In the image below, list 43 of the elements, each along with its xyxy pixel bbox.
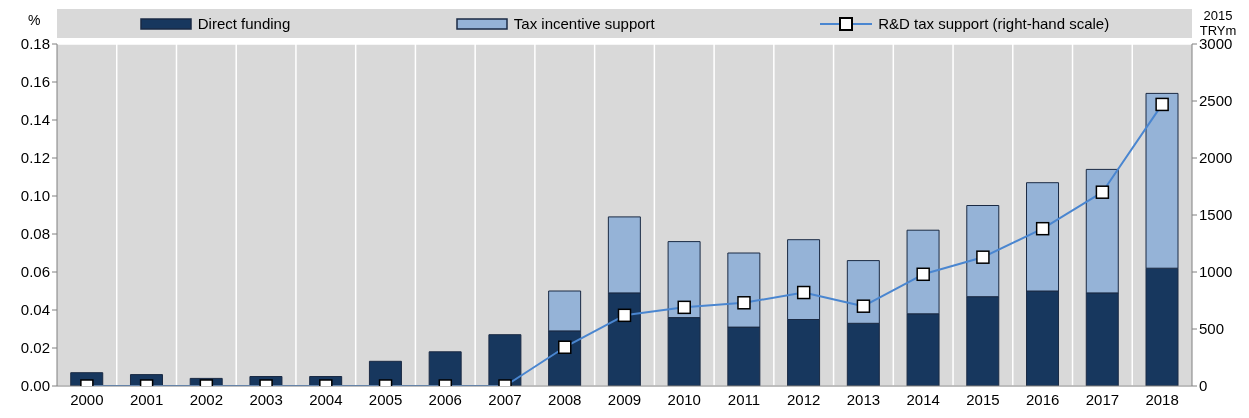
bar xyxy=(428,351,462,386)
y-tick-label: 0.10 xyxy=(20,187,50,205)
y2-tick-label: 1000 xyxy=(1199,263,1233,281)
x-tick-label: 2008 xyxy=(548,390,582,408)
y2-tick-label: 0 xyxy=(1199,377,1208,395)
x-tick-label: 2009 xyxy=(607,390,642,408)
y-tick-label: 0.16 xyxy=(20,73,50,91)
y2-tick-label: 3000 xyxy=(1199,35,1233,53)
x-tick-label: 2004 xyxy=(309,390,343,408)
y2-tick-label: 2000 xyxy=(1199,149,1233,167)
y2-tick-label: 1500 xyxy=(1199,206,1233,224)
y-tick-label: 0.02 xyxy=(20,339,50,357)
y-tick-label: 0.12 xyxy=(20,149,50,167)
x-tick-label: 2005 xyxy=(368,390,403,408)
x-tick-label: 2002 xyxy=(189,390,224,408)
x-tick-label: 2007 xyxy=(488,390,522,408)
y-tick-label: 0.06 xyxy=(20,263,50,281)
y-tick-label: 0.14 xyxy=(20,111,50,129)
y2-tick-label: 2500 xyxy=(1199,92,1233,110)
y-tick-label: 0.18 xyxy=(20,35,50,53)
y2-axis-title: 2015 TRYm xyxy=(1198,8,1238,38)
x-tick-label: 2017 xyxy=(1085,390,1120,408)
x-tick-label: 2011 xyxy=(727,390,761,408)
x-tick-label: 2003 xyxy=(249,390,283,408)
x-tick-label: 2012 xyxy=(787,390,821,408)
y-tick-label: 0.00 xyxy=(20,377,50,395)
x-tick-label: 2001 xyxy=(129,390,164,408)
y-tick-label: 0.04 xyxy=(20,301,50,319)
y-axis-title: % xyxy=(28,12,41,28)
legend-label: Direct funding xyxy=(197,15,291,32)
x-tick-label: 2018 xyxy=(1145,390,1179,408)
x-tick-label: 2000 xyxy=(70,390,104,408)
x-tick-label: 2010 xyxy=(667,390,701,408)
x-tick-label: 2015 xyxy=(966,390,1000,408)
x-tick-label: 2006 xyxy=(428,390,462,408)
bar xyxy=(488,334,522,386)
y-tick-label: 0.08 xyxy=(20,225,50,243)
y2-tick-label: 500 xyxy=(1199,320,1225,338)
x-tick-label: 2013 xyxy=(846,390,881,408)
legend-label: Tax incentive support xyxy=(513,15,655,32)
legend-label: R&D tax support (right-hand scale) xyxy=(878,15,1110,32)
x-tick-label: 2016 xyxy=(1025,390,1060,408)
x-tick-label: 2014 xyxy=(906,390,940,408)
